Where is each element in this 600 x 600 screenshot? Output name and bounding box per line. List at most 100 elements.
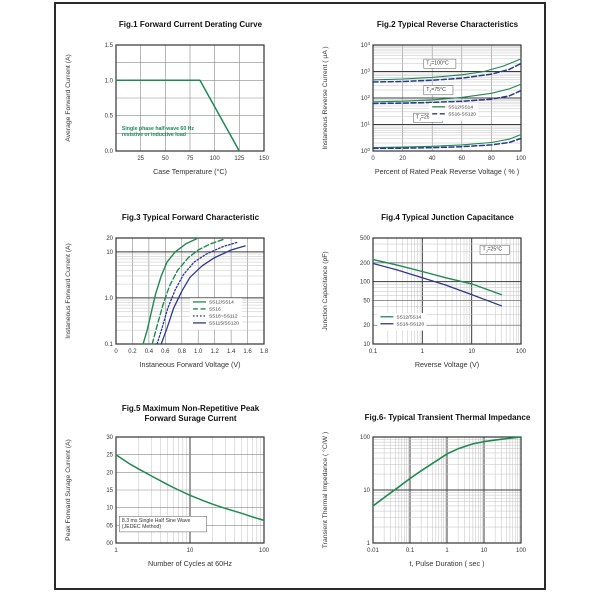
svg-text:Average Forward Current (A): Average Forward Current (A): [65, 54, 72, 142]
svg-text:50: 50: [363, 298, 370, 304]
svg-text:15: 15: [106, 488, 113, 494]
svg-text:10: 10: [363, 342, 370, 348]
svg-text:TJ=25°C: TJ=25°C: [483, 247, 503, 254]
svg-text:1: 1: [445, 548, 449, 554]
svg-text:SS12/SS14: SS12/SS14: [448, 105, 473, 111]
figure-1-title-line1: Fig.1 Forward Current Derating Curve: [118, 20, 263, 29]
fig5-surge-current-chart: 1 10 100 00 05 10 15 20 25 30 Number of Cycles at …: [65, 435, 270, 568]
svg-text:Number of Cycles at 60Hz: Number of Cycles at 60Hz: [148, 559, 232, 568]
svg-text:40: 40: [429, 156, 436, 162]
svg-text:20: 20: [399, 156, 406, 162]
svg-text:SS115/SS120: SS115/SS120: [209, 321, 239, 327]
svg-text:100: 100: [259, 548, 270, 554]
svg-text:50: 50: [162, 156, 169, 162]
figure-5-title-line2: Forward Surage Current: [144, 413, 237, 423]
figure-5-title-line1: Fig.5 Maximum Non-Repetitive Peak: [121, 404, 260, 413]
svg-text:1.2: 1.2: [210, 349, 219, 355]
figure-2-reverse-characteristics: Fig.2 Typical Reverse Characteristics 0 2…: [315, 20, 550, 199]
svg-text:SS12/SS14: SS12/SS14: [396, 315, 421, 321]
svg-text:1.4: 1.4: [227, 349, 236, 355]
fig1-derating-curve-chart: 25 50 75 100 125 150 0.0 0.5 1.0 1.5 Case Temperat…: [65, 43, 270, 176]
svg-text:10: 10: [481, 548, 488, 554]
figure-2-title-line1: Fig.2 Typical Reverse Characteristics: [376, 20, 519, 29]
svg-text:TJ=75°C: TJ=75°C: [426, 87, 446, 94]
svg-text:Junction Capacitance (pF): Junction Capacitance (pF): [322, 251, 329, 330]
svg-text:0.1: 0.1: [369, 349, 378, 355]
svg-text:0: 0: [114, 349, 118, 355]
figure-6-thermal-impedance: Fig.6- Typical Transient Thermal Impedan…: [315, 404, 550, 591]
svg-text:1.0: 1.0: [105, 296, 114, 302]
svg-text:Case Temperature (°C): Case Temperature (°C): [153, 167, 227, 176]
svg-text:20: 20: [106, 470, 113, 476]
svg-text:Single phase half-wave 60 Hz: Single phase half-wave 60 Hz: [122, 126, 194, 132]
svg-text:0.0: 0.0: [105, 149, 114, 155]
svg-text:SS16-SS120: SS16-SS120: [448, 112, 476, 118]
svg-text:1: 1: [367, 541, 371, 547]
figure-3-forward-characteristic: Fig.3 Typical Forward Characteristic 0 0.…: [58, 213, 293, 392]
svg-text:101: 101: [361, 121, 371, 129]
svg-text:SS16: SS16: [209, 307, 221, 313]
svg-text:20: 20: [363, 323, 370, 329]
svg-text:10: 10: [106, 506, 113, 512]
figure-5-title: Fig.5 Maximum Non-Repetitive Peak Forwar…: [58, 404, 293, 431]
svg-text:10: 10: [187, 548, 194, 554]
svg-text:resistive or inductive load: resistive or inductive load: [122, 132, 186, 138]
svg-text:102: 102: [361, 94, 371, 102]
figure-6-title-line1: Fig.6- Typical Transient Thermal Impedan…: [364, 413, 531, 422]
svg-text:00: 00: [106, 541, 113, 547]
svg-text:125: 125: [234, 156, 245, 162]
svg-text:30: 30: [106, 435, 113, 441]
svg-text:1.6: 1.6: [243, 349, 252, 355]
svg-text:103: 103: [361, 68, 371, 76]
svg-text:100: 100: [361, 147, 371, 155]
svg-text:Instaneous Reverse Current ( μ: Instaneous Reverse Current ( μA ): [322, 46, 329, 149]
svg-text:80: 80: [488, 156, 495, 162]
svg-text:0.01: 0.01: [367, 548, 379, 554]
fig6-thermal-impedance-chart: 0.01 0.1 1 10 100 1 10 100 t, Pulse Duration ( s…: [321, 432, 527, 568]
svg-text:Peak Forward Surage Current (A: Peak Forward Surage Current (A): [65, 439, 72, 541]
svg-text:75: 75: [187, 156, 194, 162]
svg-text:Transient Thermal Impedance (: Transient Thermal Impedance ( °C/W ): [321, 432, 329, 548]
svg-text:0.4: 0.4: [145, 349, 154, 355]
svg-text:TJ=25°C: TJ=25°C: [416, 115, 436, 122]
svg-text:Instaneous Forward Current (A): Instaneous Forward Current (A): [65, 243, 72, 339]
svg-text:104: 104: [361, 41, 371, 49]
svg-text:t, Pulse Duration ( sec ): t, Pulse Duration ( sec ): [409, 559, 484, 568]
svg-text:100: 100: [360, 435, 371, 441]
svg-text:150: 150: [259, 156, 270, 162]
svg-text:0.2: 0.2: [128, 349, 137, 355]
svg-text:Percent of Rated Peak Reverse: Percent of Rated Peak Reverse Voltage ( …: [375, 167, 519, 176]
svg-text:60: 60: [458, 156, 465, 162]
figure-4-title: Fig.4 Typical Junction Capacitance: [315, 213, 550, 232]
figure-3-title-line1: Fig.3 Typical Forward Characteristic: [121, 213, 260, 222]
svg-text:25: 25: [137, 156, 144, 162]
fig3-forward-characteristic-chart: 0 0.2 0.4 0.6 0.8 1.0 1.2 1.4 1.6 1.8 0.1 1.0 10 20 In…: [65, 236, 269, 369]
svg-text:SS16-SS120: SS16-SS120: [396, 322, 424, 328]
svg-text:SS12/SS14: SS12/SS14: [209, 300, 234, 306]
svg-text:10: 10: [106, 250, 113, 256]
figure-5-surge-current: Fig.5 Maximum Non-Repetitive Peak Forwar…: [58, 404, 293, 591]
svg-text:(JEDEC Method): (JEDEC Method): [122, 524, 161, 530]
svg-text:1.0: 1.0: [194, 349, 203, 355]
figure-2-title: Fig.2 Typical Reverse Characteristics: [315, 20, 550, 39]
svg-text:0.5: 0.5: [105, 114, 114, 120]
figure-6-title: Fig.6- Typical Transient Thermal Impedan…: [315, 404, 550, 431]
svg-text:8.3 ms Single Half Sine Wave: 8.3 ms Single Half Sine Wave: [122, 518, 191, 524]
fig4-junction-capacitance-chart: 0.1 1 10 100 10 20 50 100 200 500 Reverse Voltage …: [322, 236, 527, 369]
figure-1-title: Fig.1 Forward Current Derating Curve: [58, 20, 293, 39]
svg-text:05: 05: [106, 523, 113, 529]
svg-text:10: 10: [363, 488, 370, 494]
svg-text:25: 25: [106, 453, 113, 459]
svg-text:500: 500: [360, 236, 371, 242]
svg-text:10: 10: [468, 349, 475, 355]
svg-text:200: 200: [360, 261, 371, 267]
fig2-reverse-characteristics-chart: 0 20 40 60 80 100 100 101 102 103 104 Percent of Ra…: [322, 41, 527, 176]
svg-text:0.8: 0.8: [178, 349, 187, 355]
svg-text:100: 100: [516, 349, 527, 355]
svg-text:1.0: 1.0: [105, 78, 114, 84]
svg-text:SS18~SS112: SS18~SS112: [209, 314, 238, 320]
svg-text:1.8: 1.8: [260, 349, 269, 355]
svg-text:Instaneous Forward Voltage (V): Instaneous Forward Voltage (V): [139, 360, 240, 369]
svg-text:1.5: 1.5: [105, 43, 114, 49]
